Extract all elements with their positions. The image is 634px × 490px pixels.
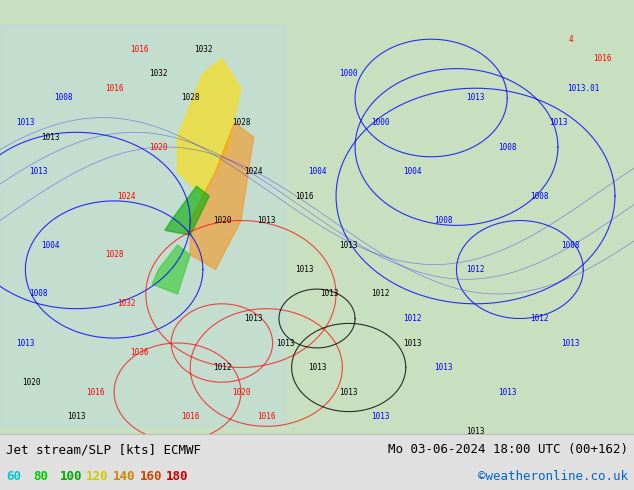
Text: 1016: 1016 [257, 412, 276, 421]
Text: 1013: 1013 [561, 339, 580, 347]
Text: 1013: 1013 [339, 388, 358, 396]
Text: 1032: 1032 [149, 69, 168, 78]
Text: 1004: 1004 [41, 241, 60, 249]
Text: 120: 120 [86, 470, 108, 483]
Text: 1024: 1024 [117, 192, 136, 200]
Text: ©weatheronline.co.uk: ©weatheronline.co.uk [477, 470, 628, 483]
Polygon shape [190, 122, 254, 270]
Text: 1013: 1013 [371, 412, 390, 421]
Text: 1013: 1013 [244, 314, 263, 323]
Text: Jet stream/SLP [kts] ECMWF: Jet stream/SLP [kts] ECMWF [6, 443, 202, 456]
Text: 1032: 1032 [117, 299, 136, 308]
Text: 1016: 1016 [593, 54, 612, 63]
Text: 1013: 1013 [295, 265, 314, 274]
Text: 1013: 1013 [16, 339, 35, 347]
Text: 1012: 1012 [466, 265, 485, 274]
Text: 1013: 1013 [498, 388, 517, 396]
Text: 1013.01: 1013.01 [567, 84, 600, 93]
Text: 1020: 1020 [231, 388, 250, 396]
Text: 1008: 1008 [529, 192, 548, 200]
Text: 1000: 1000 [339, 69, 358, 78]
Text: 1000: 1000 [371, 118, 390, 127]
Text: 1013: 1013 [16, 118, 35, 127]
Text: 1012: 1012 [403, 314, 422, 323]
Text: 1036: 1036 [130, 348, 149, 357]
Text: 1013: 1013 [339, 241, 358, 249]
Text: 1012: 1012 [371, 290, 390, 298]
Text: 1028: 1028 [181, 94, 200, 102]
Bar [0, 434, 634, 490]
Text: 1008: 1008 [54, 94, 73, 102]
Text: 1032: 1032 [193, 45, 212, 53]
Text: 1013: 1013 [41, 133, 60, 142]
Text: 1004: 1004 [403, 167, 422, 176]
Text: 1013: 1013 [67, 412, 86, 421]
Text: 140: 140 [113, 470, 135, 483]
Text: 1008: 1008 [29, 290, 48, 298]
Polygon shape [165, 186, 209, 235]
Polygon shape [178, 59, 241, 196]
Text: 1008: 1008 [434, 216, 453, 225]
Text: 1013: 1013 [276, 339, 295, 347]
Text: 1013: 1013 [548, 118, 567, 127]
Text: 1016: 1016 [86, 388, 105, 396]
Text: 1012: 1012 [212, 363, 231, 372]
Text: 1004: 1004 [307, 167, 327, 176]
Text: 1013: 1013 [307, 363, 327, 372]
Polygon shape [152, 245, 190, 294]
Text: 1008: 1008 [498, 143, 517, 151]
Text: 1013: 1013 [434, 363, 453, 372]
Text: 60: 60 [6, 470, 22, 483]
Text: 1013: 1013 [403, 339, 422, 347]
Text: 1013: 1013 [29, 167, 48, 176]
Text: 1020: 1020 [22, 378, 41, 387]
Text: 80: 80 [33, 470, 48, 483]
Text: 1013: 1013 [466, 94, 485, 102]
Text: 180: 180 [166, 470, 188, 483]
Text: Mo 03-06-2024 18:00 UTC (00+162): Mo 03-06-2024 18:00 UTC (00+162) [387, 443, 628, 456]
Text: 1028: 1028 [231, 118, 250, 127]
Text: 1016: 1016 [130, 45, 149, 53]
Text: 1013: 1013 [320, 290, 339, 298]
Text: 1008: 1008 [434, 437, 453, 445]
Text: 1020: 1020 [212, 216, 231, 225]
Text: 1028: 1028 [105, 250, 124, 259]
Text: 1020: 1020 [149, 143, 168, 151]
Text: 4: 4 [568, 35, 573, 44]
Text: 1016: 1016 [105, 84, 124, 93]
Text: 1016: 1016 [181, 412, 200, 421]
Text: 1016: 1016 [295, 192, 314, 200]
Text: 1013: 1013 [466, 427, 485, 436]
Text: 1004: 1004 [339, 446, 358, 455]
Text: 1012: 1012 [529, 314, 548, 323]
Text: 1024: 1024 [244, 167, 263, 176]
Text: 100: 100 [60, 470, 82, 483]
Text: 1013: 1013 [212, 446, 231, 455]
Text: 160: 160 [139, 470, 162, 483]
Text: 1013: 1013 [257, 216, 276, 225]
Text: 1008: 1008 [561, 241, 580, 249]
